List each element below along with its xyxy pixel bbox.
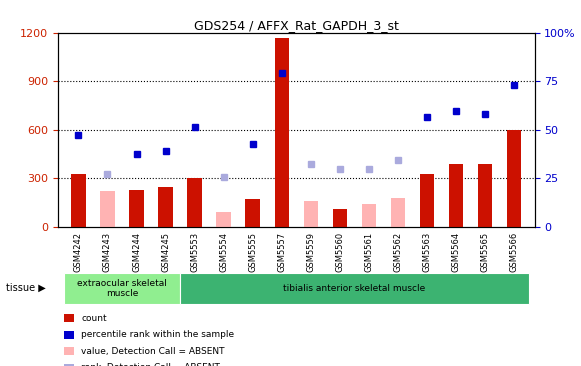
Bar: [449, 164, 464, 227]
Bar: [187, 178, 202, 227]
Bar: [478, 164, 493, 227]
Text: rank, Detection Call = ABSENT: rank, Detection Call = ABSENT: [81, 363, 220, 366]
Bar: [361, 204, 376, 227]
Text: count: count: [81, 314, 107, 323]
Bar: [245, 199, 260, 227]
Bar: [332, 209, 347, 227]
Text: tibialis anterior skeletal muscle: tibialis anterior skeletal muscle: [284, 284, 425, 293]
Text: tissue ▶: tissue ▶: [6, 283, 45, 293]
Bar: [391, 198, 406, 227]
Bar: [71, 173, 86, 227]
Bar: [158, 187, 173, 227]
Bar: [507, 130, 522, 227]
Text: extraocular skeletal
muscle: extraocular skeletal muscle: [77, 279, 167, 298]
Bar: [100, 191, 115, 227]
Bar: [130, 190, 144, 227]
Bar: [217, 212, 231, 227]
Bar: [420, 173, 435, 227]
Title: GDS254 / AFFX_Rat_GAPDH_3_st: GDS254 / AFFX_Rat_GAPDH_3_st: [194, 19, 399, 32]
Text: percentile rank within the sample: percentile rank within the sample: [81, 330, 235, 339]
Text: value, Detection Call = ABSENT: value, Detection Call = ABSENT: [81, 347, 225, 356]
Bar: [303, 201, 318, 227]
Bar: [275, 38, 289, 227]
